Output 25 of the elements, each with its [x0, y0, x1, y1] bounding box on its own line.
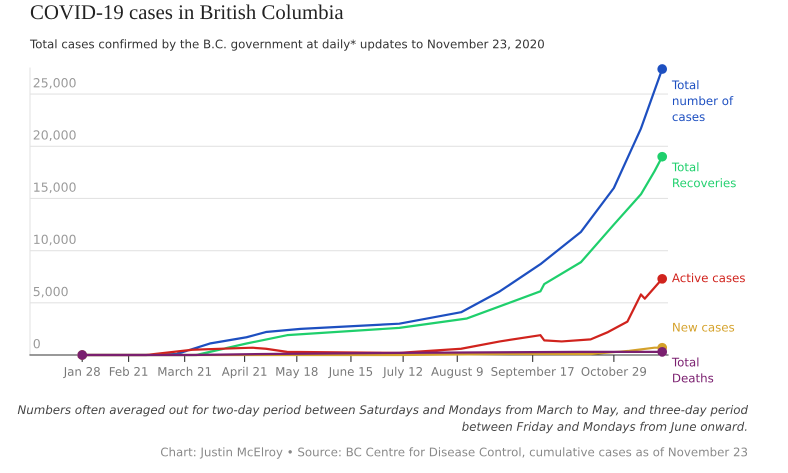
x-tick-label: April 21 — [222, 366, 266, 378]
series-label: Total Deaths — [672, 357, 714, 382]
x-tick-label: March 21 — [158, 366, 211, 376]
x-tick-label: June 15 — [328, 367, 372, 378]
text: Chart: Justin McElroy • Source: BC Centre for Disease Control, cumulative cases as of November 23 — [160, 447, 748, 459]
y-tick-label: 5,000 — [34, 286, 68, 298]
x-tick-label: July 12 — [382, 366, 422, 378]
chart-title: COVID-19 cases in British Columbia — [30, 4, 344, 20]
text: Numbers often averaged out for two-day period between Saturdays and Mondays from March to May, and three-day period between Friday and Mondays from June onward. — [18, 405, 748, 434]
series-label: Total number of cases — [672, 80, 734, 122]
x-tick-label: Jan 28 — [63, 367, 100, 378]
y-tick-label: 25,000 — [34, 78, 76, 89]
x-tick-label: May 18 — [276, 367, 318, 378]
x-tick-label: October 29 — [582, 366, 646, 376]
y-tick-label: 0 — [34, 338, 40, 348]
y-tick-label: 15,000 — [34, 182, 76, 194]
series-label: Total Recoveries — [672, 162, 736, 188]
x-tick-label: Feb 21 — [110, 366, 148, 376]
x-tick-label: August 9 — [431, 367, 483, 378]
series-label: Active cases — [672, 273, 745, 282]
series-label: New cases — [673, 322, 734, 332]
y-tick-label: 20,000 — [34, 130, 76, 141]
y-tick-label: 10,000 — [34, 234, 76, 246]
x-tick-label: September 17 — [491, 366, 574, 378]
chart-subtitle: Total cases confirmed by the B.C. government at daily* updates to November 23, 2020 — [30, 39, 544, 51]
